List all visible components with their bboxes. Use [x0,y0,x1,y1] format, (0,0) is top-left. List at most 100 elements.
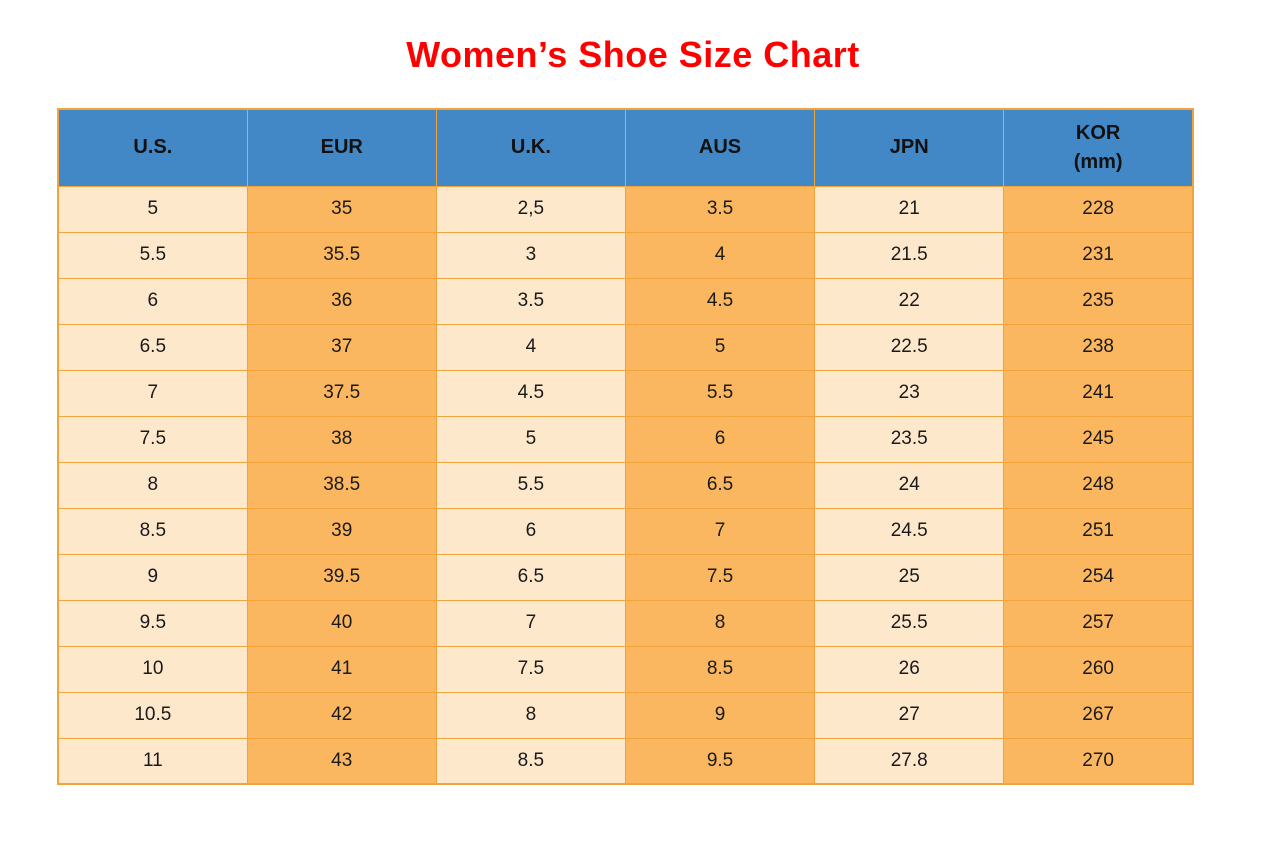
column-header-eur: EUR [246,108,437,187]
table-row: 5.5 35.5 3 4 21.5 231 [57,231,1194,279]
table-cell: 7.5 [57,415,248,463]
table-cell: 35 [246,185,437,233]
table-cell: 245 [1003,415,1194,463]
table-cell: 40 [246,599,437,647]
table-row: 6.5 37 4 5 22.5 238 [57,323,1194,371]
table-cell: 24 [814,461,1005,509]
table-cell: 5.5 [435,461,626,509]
table-cell: 8 [57,461,248,509]
table-cell: 8 [435,691,626,739]
table-cell: 6 [624,415,816,463]
table-cell: 22.5 [814,323,1005,371]
table-cell: 7 [624,507,816,555]
table-cell: 4 [624,231,816,279]
table-cell: 267 [1003,691,1194,739]
header-sublabel: (mm) [1073,150,1123,173]
table-cell: 3 [435,231,626,279]
table-cell: 7.5 [435,645,626,693]
table-cell: 8.5 [624,645,816,693]
table-cell: 270 [1003,737,1194,785]
table-cell: 23.5 [814,415,1005,463]
table-cell: 5 [57,185,248,233]
table-row: 11 43 8.5 9.5 27.8 270 [57,737,1194,785]
table-cell: 2,5 [435,185,626,233]
table-cell: 9 [57,553,248,601]
table-cell: 254 [1003,553,1194,601]
header-label: KOR [1075,121,1121,144]
table-cell: 25.5 [814,599,1005,647]
table-cell: 6 [57,277,248,325]
table-cell: 260 [1003,645,1194,693]
table-cell: 38 [246,415,437,463]
table-cell: 4.5 [624,277,816,325]
table-cell: 10 [57,645,248,693]
page-title: Women’s Shoe Size Chart [406,34,860,75]
size-chart-container: U.S. EUR U.K. AUS JPN KOR (mm) 5 35 2,5 3.5 21 228 5… [57,108,1194,785]
table-cell: 5.5 [624,369,816,417]
table-cell: 231 [1003,231,1194,279]
column-header-us: U.S. [57,108,248,187]
table-row: 7 37.5 4.5 5.5 23 241 [57,369,1194,417]
table-cell: 39.5 [246,553,437,601]
table-cell: 238 [1003,323,1194,371]
table-row: 7.5 38 5 6 23.5 245 [57,415,1194,463]
table-row: 6 36 3.5 4.5 22 235 [57,277,1194,325]
table-cell: 11 [57,737,248,785]
table-cell: 248 [1003,461,1194,509]
table-cell: 8.5 [57,507,248,555]
table-cell: 4.5 [435,369,626,417]
table-cell: 26 [814,645,1005,693]
table-cell: 9.5 [57,599,248,647]
table-cell: 6.5 [57,323,248,371]
size-chart-table: U.S. EUR U.K. AUS JPN KOR (mm) 5 35 2,5 3.5 21 228 5… [57,108,1194,785]
table-cell: 7 [435,599,626,647]
table-cell: 251 [1003,507,1194,555]
table-row: 9 39.5 6.5 7.5 25 254 [57,553,1194,601]
table-cell: 6.5 [435,553,626,601]
table-cell: 228 [1003,185,1194,233]
table-cell: 27 [814,691,1005,739]
header-row: U.S. EUR U.K. AUS JPN KOR (mm) [57,108,1194,187]
table-cell: 37.5 [246,369,437,417]
table-cell: 42 [246,691,437,739]
table-cell: 39 [246,507,437,555]
column-header-jpn: JPN [814,108,1005,187]
table-body: 5 35 2,5 3.5 21 228 5.5 35.5 3 4 21.5 231 6 36 3.5 4.5 2… [57,185,1194,785]
table-cell: 35.5 [246,231,437,279]
table-cell: 22 [814,277,1005,325]
table-cell: 23 [814,369,1005,417]
column-header-uk: U.K. [435,108,626,187]
table-cell: 5 [435,415,626,463]
table-cell: 3.5 [435,277,626,325]
table-cell: 25 [814,553,1005,601]
table-cell: 5 [624,323,816,371]
table-cell: 9.5 [624,737,816,785]
table-cell: 4 [435,323,626,371]
table-row: 8 38.5 5.5 6.5 24 248 [57,461,1194,509]
table-cell: 7.5 [624,553,816,601]
table-cell: 6 [435,507,626,555]
table-row: 10.5 42 8 9 27 267 [57,691,1194,739]
table-cell: 8 [624,599,816,647]
table-cell: 257 [1003,599,1194,647]
table-cell: 24.5 [814,507,1005,555]
table-cell: 10.5 [57,691,248,739]
table-cell: 27.8 [814,737,1005,785]
table-cell: 241 [1003,369,1194,417]
header-label: U.K. [510,136,551,159]
table-row: 9.5 40 7 8 25.5 257 [57,599,1194,647]
table-cell: 41 [246,645,437,693]
table-cell: 8.5 [435,737,626,785]
table-cell: 36 [246,277,437,325]
header-label: AUS [698,136,742,159]
table-cell: 43 [246,737,437,785]
table-cell: 7 [57,369,248,417]
table-cell: 3.5 [624,185,816,233]
table-cell: 21.5 [814,231,1005,279]
column-header-aus: AUS [624,108,816,187]
table-cell: 21 [814,185,1005,233]
table-row: 8.5 39 6 7 24.5 251 [57,507,1194,555]
table-cell: 37 [246,323,437,371]
table-cell: 38.5 [246,461,437,509]
column-header-kor: KOR (mm) [1003,108,1194,187]
